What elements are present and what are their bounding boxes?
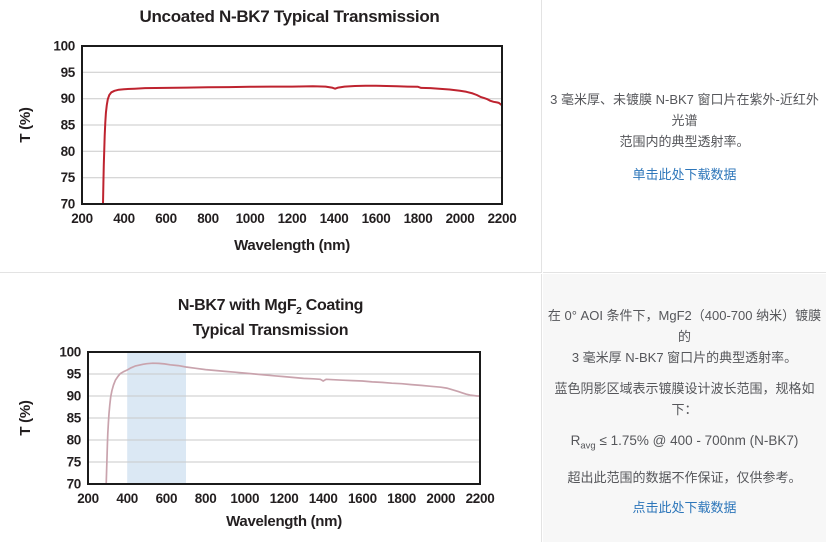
svg-text:80: 80 <box>61 144 75 159</box>
svg-text:100: 100 <box>53 39 75 54</box>
svg-text:2000: 2000 <box>426 491 455 506</box>
svg-text:100: 100 <box>59 345 81 360</box>
title-subscript: 2 <box>296 306 302 318</box>
description-line: 3 毫米厚 N-BK7 窗口片的典型透射率。 <box>571 350 798 366</box>
svg-text:800: 800 <box>197 211 219 226</box>
svg-text:1000: 1000 <box>230 491 259 506</box>
svg-text:2200: 2200 <box>488 211 517 226</box>
svg-text:95: 95 <box>61 65 76 80</box>
svg-text:70: 70 <box>61 197 75 212</box>
coated-chart-title-line2: Typical Transmission <box>192 322 349 340</box>
coated-chart-panel: N-BK7 with MgF2 Coating Typical Transmis… <box>0 274 542 542</box>
svg-text:1600: 1600 <box>362 211 391 226</box>
svg-text:200: 200 <box>77 491 99 506</box>
uncoated-description-text: 3 毫米厚、未镀膜 N-BK7 窗口片在紫外-近红外光谱 范围内的典型透射率。 <box>543 89 826 152</box>
download-data-link-uncoated[interactable]: 单击此处下载数据 <box>632 167 737 182</box>
uncoated-chart-panel: Uncoated N-BK7 Typical Transmission 70 75… <box>0 0 542 273</box>
svg-text:1000: 1000 <box>236 211 265 226</box>
svg-text:70: 70 <box>67 477 81 492</box>
uncoated-transmission-chart: 70 75 80 85 90 95 100 200 400 600 800 1000 1200 1400 1… <box>17 39 517 255</box>
svg-text:90: 90 <box>61 91 75 106</box>
svg-text:600: 600 <box>156 491 178 506</box>
spec-text: ≤ 1.75% @ 400 - 700nm (N-BK7) <box>595 433 799 449</box>
coated-chart-title-line1: N-BK7 with MgF2 Coating <box>177 297 364 318</box>
svg-text:80: 80 <box>67 433 81 448</box>
uncoated-chart-title: Uncoated N-BK7 Typical Transmission <box>139 7 440 26</box>
svg-text:85: 85 <box>61 118 76 133</box>
svg-text:75: 75 <box>61 170 76 185</box>
svg-text:2000: 2000 <box>446 211 475 226</box>
svg-text:1400: 1400 <box>320 211 349 226</box>
svg-text:T (%): T (%) <box>17 400 34 435</box>
svg-text:75: 75 <box>67 455 82 470</box>
svg-text:1600: 1600 <box>348 491 377 506</box>
svg-text:1400: 1400 <box>309 491 338 506</box>
svg-text:2200: 2200 <box>466 491 495 506</box>
coated-transmission-chart: 70 75 80 85 90 95 100 200 400 600 800 1000 1200 1400 1… <box>17 345 495 531</box>
svg-text:Wavelength (nm): Wavelength (nm) <box>226 513 342 530</box>
spec-text: R <box>570 433 581 449</box>
uncoated-description-panel: 3 毫米厚、未镀膜 N-BK7 窗口片在紫外-近红外光谱 范围内的典型透射率。 … <box>543 0 826 273</box>
coated-chart-title: N-BK7 with MgF2 Coating Typical Transmis… <box>0 296 541 340</box>
svg-text:1800: 1800 <box>387 491 416 506</box>
disclaimer-text: 超出此范围的数据不作保证，仅供参考。 <box>567 469 802 485</box>
description-line: 范围内的典型透射率。 <box>619 134 750 149</box>
svg-text:200: 200 <box>71 211 93 226</box>
svg-text:90: 90 <box>67 389 81 404</box>
svg-text:T (%): T (%) <box>17 107 34 142</box>
band-explanation-text: 蓝色阴影区域表示镀膜设计波长范围，规格如下： <box>554 381 815 418</box>
svg-text:1200: 1200 <box>278 211 307 226</box>
description-line: 3 毫米厚、未镀膜 N-BK7 窗口片在紫外-近红外光谱 <box>550 92 819 128</box>
title-text: N-BK7 with MgF <box>177 297 297 314</box>
download-data-link-coated[interactable]: 点击此处下载数据 <box>632 499 737 515</box>
coated-description-panel: 在 0° AOI 条件下，MgF2（400-700 纳米）镀膜的 3 毫米厚 N… <box>543 274 826 542</box>
svg-text:400: 400 <box>116 491 138 506</box>
svg-text:400: 400 <box>113 211 135 226</box>
description-line: 在 0° AOI 条件下，MgF2（400-700 纳米）镀膜的 <box>547 308 822 345</box>
title-text: Coating <box>301 297 364 314</box>
svg-text:85: 85 <box>67 411 82 426</box>
svg-text:800: 800 <box>195 491 217 506</box>
svg-text:1200: 1200 <box>270 491 299 506</box>
svg-text:Wavelength (nm): Wavelength (nm) <box>234 237 350 254</box>
svg-text:600: 600 <box>155 211 177 226</box>
coated-description-text: 在 0° AOI 条件下，MgF2（400-700 纳米）镀膜的 3 毫米厚 N… <box>543 305 826 368</box>
coating-spec-text: Ravg ≤ 1.75% @ 400 - 700nm (N-BK7) <box>571 430 799 457</box>
svg-text:1800: 1800 <box>404 211 433 226</box>
spec-subscript: avg <box>580 440 596 452</box>
svg-text:95: 95 <box>67 367 82 382</box>
